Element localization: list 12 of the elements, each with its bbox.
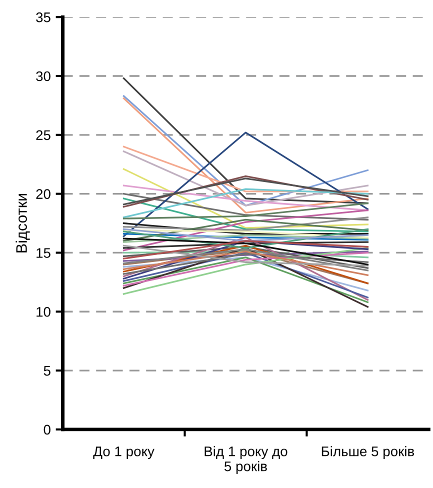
y-tick-label: 30 bbox=[36, 71, 50, 82]
x-tick-label: До 1 року bbox=[93, 446, 154, 460]
y-axis-title: Відсотки bbox=[16, 194, 30, 252]
y-tick-label: 35 bbox=[36, 12, 50, 22]
y-tick-label: 20 bbox=[36, 189, 50, 199]
y-tick-label: 25 bbox=[36, 130, 50, 140]
y-tick-label: 10 bbox=[36, 306, 50, 317]
y-tick-label: 5 bbox=[44, 366, 50, 376]
x-tick-label: Більше 5 років bbox=[322, 446, 414, 460]
x-tick-label: Від 1 року до 5 років bbox=[204, 446, 288, 474]
y-tick-label: 0 bbox=[44, 424, 50, 435]
y-tick-label: 15 bbox=[36, 248, 50, 258]
